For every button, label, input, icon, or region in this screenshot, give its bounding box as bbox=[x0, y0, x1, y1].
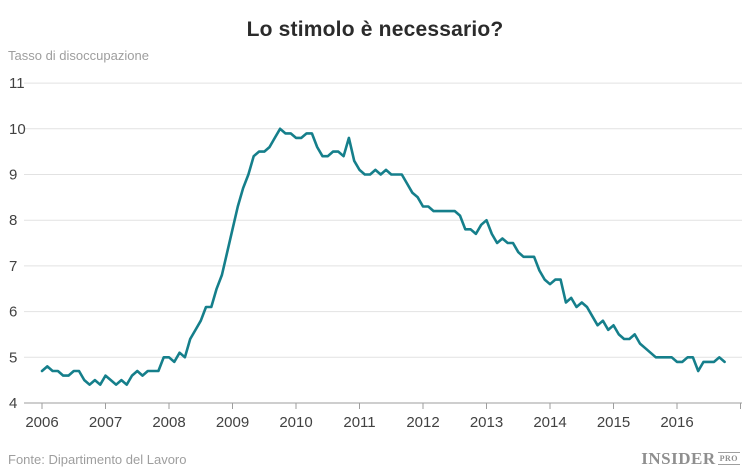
y-tick-label: 11 bbox=[9, 75, 25, 92]
y-tick-label: 9 bbox=[9, 167, 17, 184]
y-tick-label: 5 bbox=[9, 349, 17, 366]
y-tick-label: 7 bbox=[9, 258, 17, 275]
x-tick-label: 2009 bbox=[216, 414, 249, 431]
x-tick-label: 2015 bbox=[597, 414, 630, 431]
y-axis-title: Tasso di disoccupazione bbox=[8, 48, 149, 63]
unemployment-rate-line bbox=[40, 127, 726, 387]
y-tick-label: 4 bbox=[9, 395, 17, 412]
x-tick-label: 2016 bbox=[660, 414, 693, 431]
x-tick-label: 2013 bbox=[470, 414, 503, 431]
chart-title: Lo stimolo è necessario? bbox=[246, 18, 504, 41]
x-tick-label: 2008 bbox=[152, 414, 185, 431]
logo-sub-text: PRO bbox=[717, 452, 740, 465]
source-note: Fonte: Dipartimento del Lavoro bbox=[8, 452, 187, 467]
x-tick-label: 2010 bbox=[279, 414, 312, 431]
y-tick-label: 6 bbox=[9, 304, 17, 321]
logo-main-text: INSIDER bbox=[641, 449, 716, 468]
x-tick-label: 2006 bbox=[25, 414, 58, 431]
x-tick-label: 2012 bbox=[406, 414, 439, 431]
insiderpro-logo: INSIDER PRO bbox=[641, 449, 740, 469]
x-tick-label: 2014 bbox=[533, 414, 566, 431]
x-tick-label: 2011 bbox=[343, 414, 375, 431]
y-tick-label: 8 bbox=[9, 212, 17, 229]
x-tick-label: 2007 bbox=[89, 414, 122, 431]
y-tick-label: 10 bbox=[9, 121, 26, 138]
